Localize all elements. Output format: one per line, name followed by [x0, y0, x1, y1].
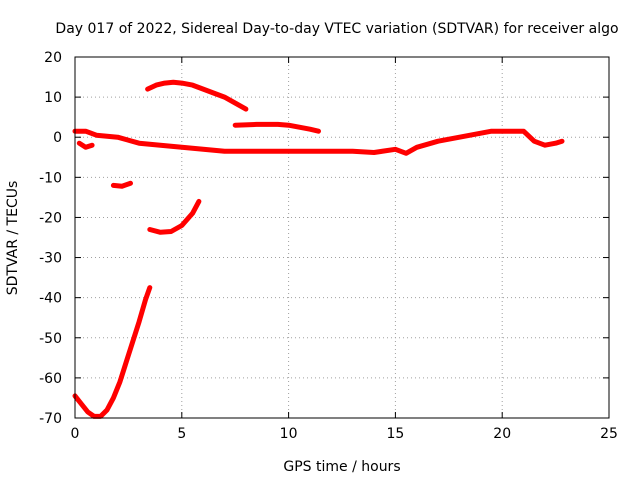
y-tick-label: 20	[44, 50, 62, 66]
series-arc-deep	[72, 285, 153, 419]
x-axis-label: GPS time / hours	[283, 459, 400, 475]
y-tick-label: -10	[39, 170, 62, 186]
x-tick-label: 15	[386, 426, 404, 442]
y-tick-labels: -70 -60 -50 -40 -30 -20 -10 0 10 20	[39, 50, 62, 427]
series-segment-neg12	[110, 180, 133, 189]
chart-title: Day 017 of 2022, Sidereal Day-to-day VTE…	[55, 21, 618, 37]
y-tick-label: -20	[39, 210, 62, 226]
x-tick-label: 25	[600, 426, 618, 442]
y-tick-label: -40	[39, 291, 62, 307]
data-series	[72, 79, 565, 419]
x-tick-label: 10	[280, 426, 298, 442]
grid-lines	[75, 57, 609, 418]
y-tick-label: -60	[39, 371, 62, 387]
y-tick-label: -50	[39, 331, 62, 347]
y-tick-label: 0	[53, 130, 62, 146]
series-arc-neg23	[147, 198, 202, 235]
series-main-band	[72, 128, 565, 156]
series-segment-mid	[232, 121, 321, 134]
y-tick-label: -30	[39, 251, 62, 267]
plot-frame	[74, 56, 610, 419]
x-tick-label: 5	[177, 426, 186, 442]
series-arc-high	[145, 79, 249, 112]
y-axis-label: SDTVAR / TECUs	[5, 181, 21, 296]
x-tick-label: 20	[493, 426, 511, 442]
x-tick-labels: 0 5 10 15 20 25	[71, 426, 618, 442]
y-tick-label: 10	[44, 90, 62, 106]
series-blip-early	[76, 140, 95, 150]
y-tick-label: -70	[39, 411, 62, 427]
axis-ticks	[74, 56, 610, 419]
x-tick-label: 0	[71, 426, 80, 442]
